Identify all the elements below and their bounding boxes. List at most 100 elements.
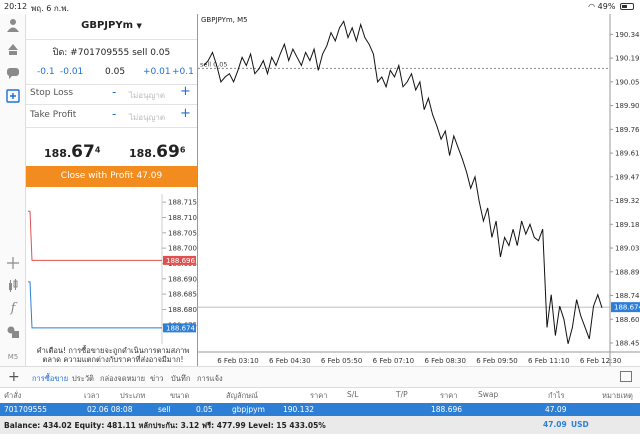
y-tick-label: 188.600 (615, 316, 640, 324)
battery-icon (620, 3, 634, 10)
y-tick-label: 188.455 (615, 339, 640, 347)
x-tick-label: 6 Feb 03:10 (217, 357, 258, 365)
x-tick-label: 6 Feb 04:30 (269, 357, 310, 365)
x-tick-label: 6 Feb 07:10 (373, 357, 414, 365)
add-icon[interactable]: + (8, 369, 20, 385)
y-tick-label: 189.035 (615, 245, 640, 253)
y-tick-label: 190.340 (615, 31, 640, 39)
take-profit-label: Take Profit (30, 110, 77, 120)
ask-tick-line (28, 210, 162, 261)
ask-badge (163, 255, 196, 265)
volume-minus-big-button[interactable]: -0.1 (37, 67, 55, 77)
x-tick-label: 6 Feb 12:30 (580, 357, 621, 365)
x-tick-label: 6 Feb 11:10 (528, 357, 569, 365)
cell-volume: 0.05 (196, 405, 213, 414)
volume-plus-big-button[interactable]: +0.1 (172, 67, 194, 77)
tab-alerts[interactable]: การแจ้ง (197, 374, 223, 383)
y-tick-label: 190.195 (615, 55, 640, 63)
bid-price-sup: 4 (94, 145, 101, 155)
volume-input[interactable]: 0.05 (105, 67, 126, 77)
chevron-down-icon: ▼ (136, 22, 142, 30)
y-tick-label: 189.180 (615, 221, 640, 229)
take-profit-plus-button[interactable]: + (180, 106, 191, 121)
mini-tick-label: 188.690 (168, 275, 197, 283)
x-tick-label: 6 Feb 05:50 (321, 357, 362, 365)
mini-tick-label: 188.705 (168, 229, 197, 237)
ask-badge-label: 188.696 (166, 257, 195, 265)
objects-icon[interactable] (6, 325, 20, 339)
price-chart[interactable]: 190.340 190.195 190.050 189.905 189.760 189.6… (197, 14, 640, 366)
chat-icon[interactable] (6, 66, 20, 80)
order-panel: GBPJPYm ▼ ปิด: #701709555 sell 0.05 -0.1… (26, 14, 197, 366)
total-profit: 47.09 (543, 420, 567, 429)
y-tick-label: 189.760 (615, 126, 640, 134)
status-bar: 20:12 พฤ. 6 ก.พ. ◠ 49% (0, 0, 640, 14)
cell-open-price: 190.132 (283, 405, 315, 414)
bid-price-prefix: 188. (44, 147, 72, 160)
col-header: S/L (347, 390, 359, 399)
volume-minus-small-button[interactable]: -0.01 (60, 67, 84, 77)
table-row[interactable]: 701709555 02.06 08:08 sell 0.05 gbpjpym … (0, 403, 640, 416)
trade-icon[interactable] (6, 42, 20, 56)
crosshair-icon[interactable] (6, 256, 20, 270)
mini-tick-label: 188.715 (168, 199, 197, 207)
tab-news[interactable]: ข่าว (150, 374, 164, 383)
col-header: ประเภท (120, 391, 146, 400)
divider (26, 104, 197, 105)
balance-bar: Balance: 434.02 Equity: 481.11 หลักประกั… (0, 416, 640, 434)
volume-plus-small-button[interactable]: +0.01 (143, 67, 171, 77)
cell-time: 02.06 08:08 (87, 405, 133, 414)
tab-journal[interactable]: บันทึก (171, 374, 191, 383)
tab-history[interactable]: ประวัติ (72, 374, 94, 383)
mini-tick-label: 188.685 (168, 291, 197, 299)
y-tick-label: 189.615 (615, 150, 640, 158)
col-header: เวลา (84, 391, 100, 400)
mini-tick-chart: 188.715188.710188.705188.700188.695188.6… (26, 194, 197, 344)
price-series-line (203, 20, 603, 344)
stop-loss-label: Stop Loss (30, 88, 74, 98)
symbol-selector[interactable]: GBPJPYm ▼ (26, 20, 197, 31)
col-header: ราคา (440, 391, 458, 400)
candles-icon[interactable] (6, 279, 20, 293)
ask-price: 188.696 (129, 142, 185, 162)
stop-loss-minus-button[interactable]: - (112, 85, 117, 99)
divider (26, 127, 197, 128)
bid-badge (163, 323, 196, 333)
y-tick-label: 188.890 (615, 268, 640, 276)
stop-loss-plus-button[interactable]: + (180, 84, 191, 99)
bid-badge-label: 188.674 (166, 324, 195, 332)
bid-price-big: 67 (71, 142, 95, 162)
divider (26, 39, 197, 40)
user-icon[interactable] (6, 18, 20, 32)
function-icon[interactable]: f (10, 301, 16, 316)
stop-loss-field[interactable]: ไม่อนุญาต (129, 91, 166, 100)
divider (26, 84, 197, 85)
timeframe-label[interactable]: M5 (7, 353, 19, 361)
ticket-line: ปิด: #701709555 sell 0.05 (52, 48, 171, 58)
y-tick-label: 189.905 (615, 102, 640, 110)
y-tick-label: 189.470 (615, 173, 640, 181)
take-profit-field[interactable]: ไม่อนุญาต (129, 113, 166, 122)
x-tick-label: 6 Feb 09:50 (476, 357, 517, 365)
mini-tick-label: 188.680 (168, 306, 197, 314)
tab-trade[interactable]: การซื้อขาย (32, 374, 69, 383)
y-tick-label: 188.745 (615, 292, 640, 300)
cell-type: sell (158, 405, 171, 414)
status-date: พฤ. 6 ก.พ. (31, 4, 70, 13)
close-with-profit-button[interactable]: Close with Profit 47.09 (26, 166, 197, 187)
ask-price-sup: 6 (179, 145, 186, 155)
cell-symbol: gbpjpym (232, 405, 265, 414)
take-profit-minus-button[interactable]: - (112, 107, 117, 121)
battery-percent: 49% (597, 2, 616, 11)
cell-order: 701709555 (4, 405, 47, 414)
symbol-name: GBPJPYm (81, 20, 133, 31)
col-header: ขนาด (170, 391, 190, 400)
balance-summary: Balance: 434.02 Equity: 481.11 หลักประกั… (4, 421, 326, 430)
mini-tick-label: 188.710 (168, 214, 197, 222)
new-order-icon[interactable] (6, 89, 20, 103)
tab-mailbox[interactable]: กล่องจดหมาย (100, 374, 146, 383)
col-header: สัญลักษณ์ (226, 391, 259, 400)
col-header: ราคา (310, 391, 328, 400)
x-tick-label: 6 Feb 08:30 (424, 357, 465, 365)
layout-icon[interactable] (620, 371, 632, 382)
